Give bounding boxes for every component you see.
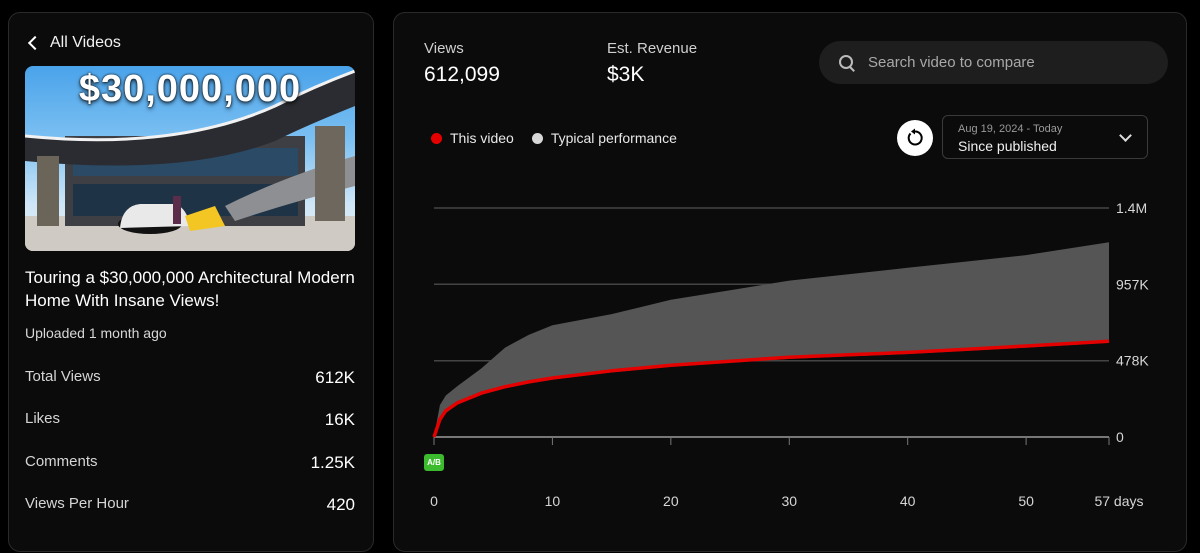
this-video-line bbox=[432, 339, 1110, 438]
stat-row-comments: Comments 1.25K bbox=[25, 453, 355, 473]
typical-performance-band bbox=[434, 242, 1109, 437]
revenue-value: $3K bbox=[607, 63, 645, 86]
revenue-label: Est. Revenue bbox=[607, 40, 698, 57]
stat-label: Views Per Hour bbox=[25, 495, 129, 512]
video-info-panel: All Videos $30,000,000 Touring a $30,000… bbox=[8, 12, 374, 552]
chevron-left-icon bbox=[27, 35, 43, 51]
views-label: Views bbox=[424, 40, 464, 57]
x-tick-label: 40 bbox=[900, 493, 916, 509]
x-tick-label: 20 bbox=[663, 493, 679, 509]
thumbnail-house-image bbox=[25, 69, 355, 251]
thumbnail-price-text: $30,000,000 bbox=[78, 68, 302, 110]
legend-label: Typical performance bbox=[550, 130, 677, 146]
search-icon bbox=[839, 55, 854, 70]
red-dot-icon bbox=[431, 132, 442, 144]
stat-value: 1.25K bbox=[310, 453, 355, 472]
video-title: Touring a $30,000,000 Architectural Mode… bbox=[25, 268, 355, 310]
date-range-text: Aug 19, 2024 - Today bbox=[958, 123, 1063, 135]
stat-value: 612K bbox=[315, 368, 355, 387]
x-tick-label: 10 bbox=[545, 493, 561, 509]
upload-date: Uploaded 1 month ago bbox=[25, 325, 167, 341]
stat-label: Total Views bbox=[25, 368, 101, 385]
back-label: All Videos bbox=[50, 34, 121, 51]
date-range-select[interactable]: Aug 19, 2024 - Today Since published bbox=[942, 115, 1148, 159]
ab-test-badge[interactable]: A/B bbox=[424, 454, 444, 471]
stat-row-total-views: Total Views 612K bbox=[25, 368, 355, 388]
legend-typical-performance[interactable]: Typical performance bbox=[531, 130, 677, 146]
x-tick-label: 50 bbox=[1018, 493, 1034, 509]
y-tick-label: 957K bbox=[1116, 276, 1149, 292]
date-range-selection: Since published bbox=[958, 138, 1057, 154]
stat-label: Likes bbox=[25, 410, 61, 427]
stat-label: Comments bbox=[25, 453, 98, 470]
compare-search-box[interactable] bbox=[819, 41, 1168, 84]
views-value: 612,099 bbox=[424, 63, 500, 86]
chart-legend: This video Typical performance bbox=[431, 130, 677, 146]
stat-value: 420 bbox=[326, 495, 355, 514]
analytics-panel: Views 612,099 Est. Revenue $3K This vide… bbox=[393, 12, 1187, 552]
video-thumbnail[interactable]: $30,000,000 bbox=[25, 66, 355, 251]
stat-row-likes: Likes 16K bbox=[25, 410, 355, 430]
legend-label: This video bbox=[450, 130, 514, 146]
x-tick-label: 0 bbox=[430, 493, 438, 509]
views-chart: 0 478K 957K 1.4M 0 10 20 30 40 50 57 days bbox=[430, 200, 1149, 509]
y-tick-label: 0 bbox=[1116, 429, 1124, 445]
stat-row-views-per-hour: Views Per Hour 420 bbox=[25, 495, 355, 515]
x-tick-label: 57 days bbox=[1094, 493, 1143, 509]
reset-icon bbox=[907, 128, 923, 146]
y-tick-label: 1.4M bbox=[1116, 200, 1147, 216]
reset-button[interactable] bbox=[897, 120, 933, 156]
search-input[interactable] bbox=[866, 53, 1150, 72]
y-tick-label: 478K bbox=[1116, 353, 1149, 369]
grey-dot-icon bbox=[531, 132, 543, 144]
x-tick-label: 30 bbox=[781, 493, 797, 509]
stat-value: 16K bbox=[324, 410, 355, 429]
legend-this-video[interactable]: This video bbox=[431, 130, 514, 146]
back-to-all-videos-link[interactable]: All Videos bbox=[27, 34, 121, 52]
